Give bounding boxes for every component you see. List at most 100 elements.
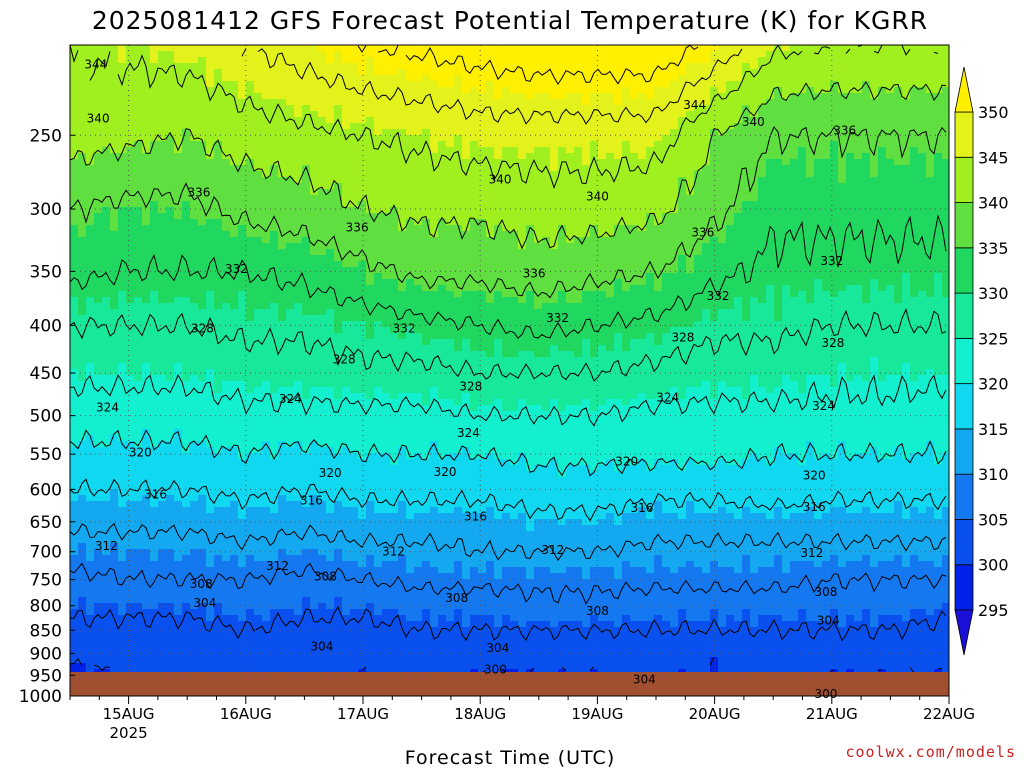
heat-cell xyxy=(334,651,343,658)
heat-cell xyxy=(70,543,79,550)
heat-cell xyxy=(374,63,383,70)
heat-cell xyxy=(246,219,255,226)
heat-cell xyxy=(318,75,327,82)
heat-cell xyxy=(214,561,223,568)
heat-cell xyxy=(446,69,455,76)
heat-cell xyxy=(406,273,415,280)
heat-cell xyxy=(294,249,303,256)
heat-cell xyxy=(270,639,279,646)
heat-cell xyxy=(382,651,391,658)
heat-cell xyxy=(174,273,183,280)
heat-cell xyxy=(94,357,103,364)
heat-cell xyxy=(302,297,311,304)
heat-cell xyxy=(438,57,447,64)
heat-cell xyxy=(246,363,255,370)
heat-cell xyxy=(118,573,127,580)
heat-cell xyxy=(342,105,351,112)
heat-cell xyxy=(86,333,95,340)
heat-cell xyxy=(414,393,423,400)
heat-cell xyxy=(134,45,143,52)
heat-cell xyxy=(94,339,103,346)
heat-cell xyxy=(438,495,447,502)
heat-cell xyxy=(206,249,215,256)
heat-cell xyxy=(182,489,191,496)
heat-cell xyxy=(134,507,143,514)
heat-cell xyxy=(86,519,95,526)
heat-cell xyxy=(206,177,215,184)
heat-cell xyxy=(182,663,191,670)
heat-cell xyxy=(278,339,287,346)
heat-cell xyxy=(334,615,343,622)
heat-cell xyxy=(406,351,415,358)
heat-cell xyxy=(318,567,327,574)
heat-cell xyxy=(190,513,199,520)
heat-cell xyxy=(86,195,95,202)
heat-cell xyxy=(342,93,351,100)
heat-cell xyxy=(438,651,447,658)
heat-cell xyxy=(158,609,167,616)
heat-cell xyxy=(390,237,399,244)
heat-cell xyxy=(182,369,191,376)
heat-cell xyxy=(446,81,455,88)
heat-cell xyxy=(126,45,135,52)
heat-cell xyxy=(134,495,143,502)
heat-cell xyxy=(358,381,367,388)
heat-cell xyxy=(406,465,415,472)
heat-cell xyxy=(398,87,407,94)
heat-cell xyxy=(254,105,263,112)
heat-cell xyxy=(310,471,319,478)
heat-cell xyxy=(262,369,271,376)
heat-cell xyxy=(390,99,399,106)
heat-cell xyxy=(70,189,79,196)
heat-cell xyxy=(366,99,375,106)
heat-cell xyxy=(374,651,383,658)
heat-cell xyxy=(190,417,199,424)
heat-cell xyxy=(430,495,439,502)
heat-cell xyxy=(238,93,247,100)
heat-cell xyxy=(430,621,439,628)
heat-cell xyxy=(422,471,431,478)
heat-cell xyxy=(382,45,391,52)
heat-cell xyxy=(342,261,351,268)
heat-cell xyxy=(182,471,191,478)
heat-cell xyxy=(390,345,399,352)
heat-cell xyxy=(222,429,231,436)
heat-cell xyxy=(230,231,239,238)
heat-cell xyxy=(78,585,87,592)
heat-cell xyxy=(414,513,423,520)
heat-cell xyxy=(214,93,223,100)
heat-cell xyxy=(366,423,375,430)
heat-cell xyxy=(198,573,207,580)
heat-cell xyxy=(70,429,79,436)
heat-cell xyxy=(438,135,447,142)
heat-cell xyxy=(70,399,79,406)
heat-cell xyxy=(246,549,255,556)
heat-cell xyxy=(310,243,319,250)
heat-cell xyxy=(150,585,159,592)
heat-cell xyxy=(414,381,423,388)
heat-cell xyxy=(198,561,207,568)
heat-cell xyxy=(150,609,159,616)
heat-cell xyxy=(406,93,415,100)
heat-cell xyxy=(302,435,311,442)
heat-cell xyxy=(278,87,287,94)
heat-cell xyxy=(78,231,87,238)
heat-cell xyxy=(270,183,279,190)
heat-cell xyxy=(294,525,303,532)
heat-cell xyxy=(142,255,151,262)
heat-cell xyxy=(430,273,439,280)
heat-cell xyxy=(342,459,351,466)
heat-cell xyxy=(422,249,431,256)
heat-cell xyxy=(190,321,199,328)
heat-cell xyxy=(422,567,431,574)
heat-cell xyxy=(430,333,439,340)
heat-cell xyxy=(342,453,351,460)
heat-cell xyxy=(310,129,319,136)
heat-cell xyxy=(390,585,399,592)
heat-cell xyxy=(382,597,391,604)
heat-cell xyxy=(286,639,295,646)
heat-cell xyxy=(286,129,295,136)
heat-cell xyxy=(118,153,127,160)
heat-cell xyxy=(246,141,255,148)
heat-cell xyxy=(374,297,383,304)
